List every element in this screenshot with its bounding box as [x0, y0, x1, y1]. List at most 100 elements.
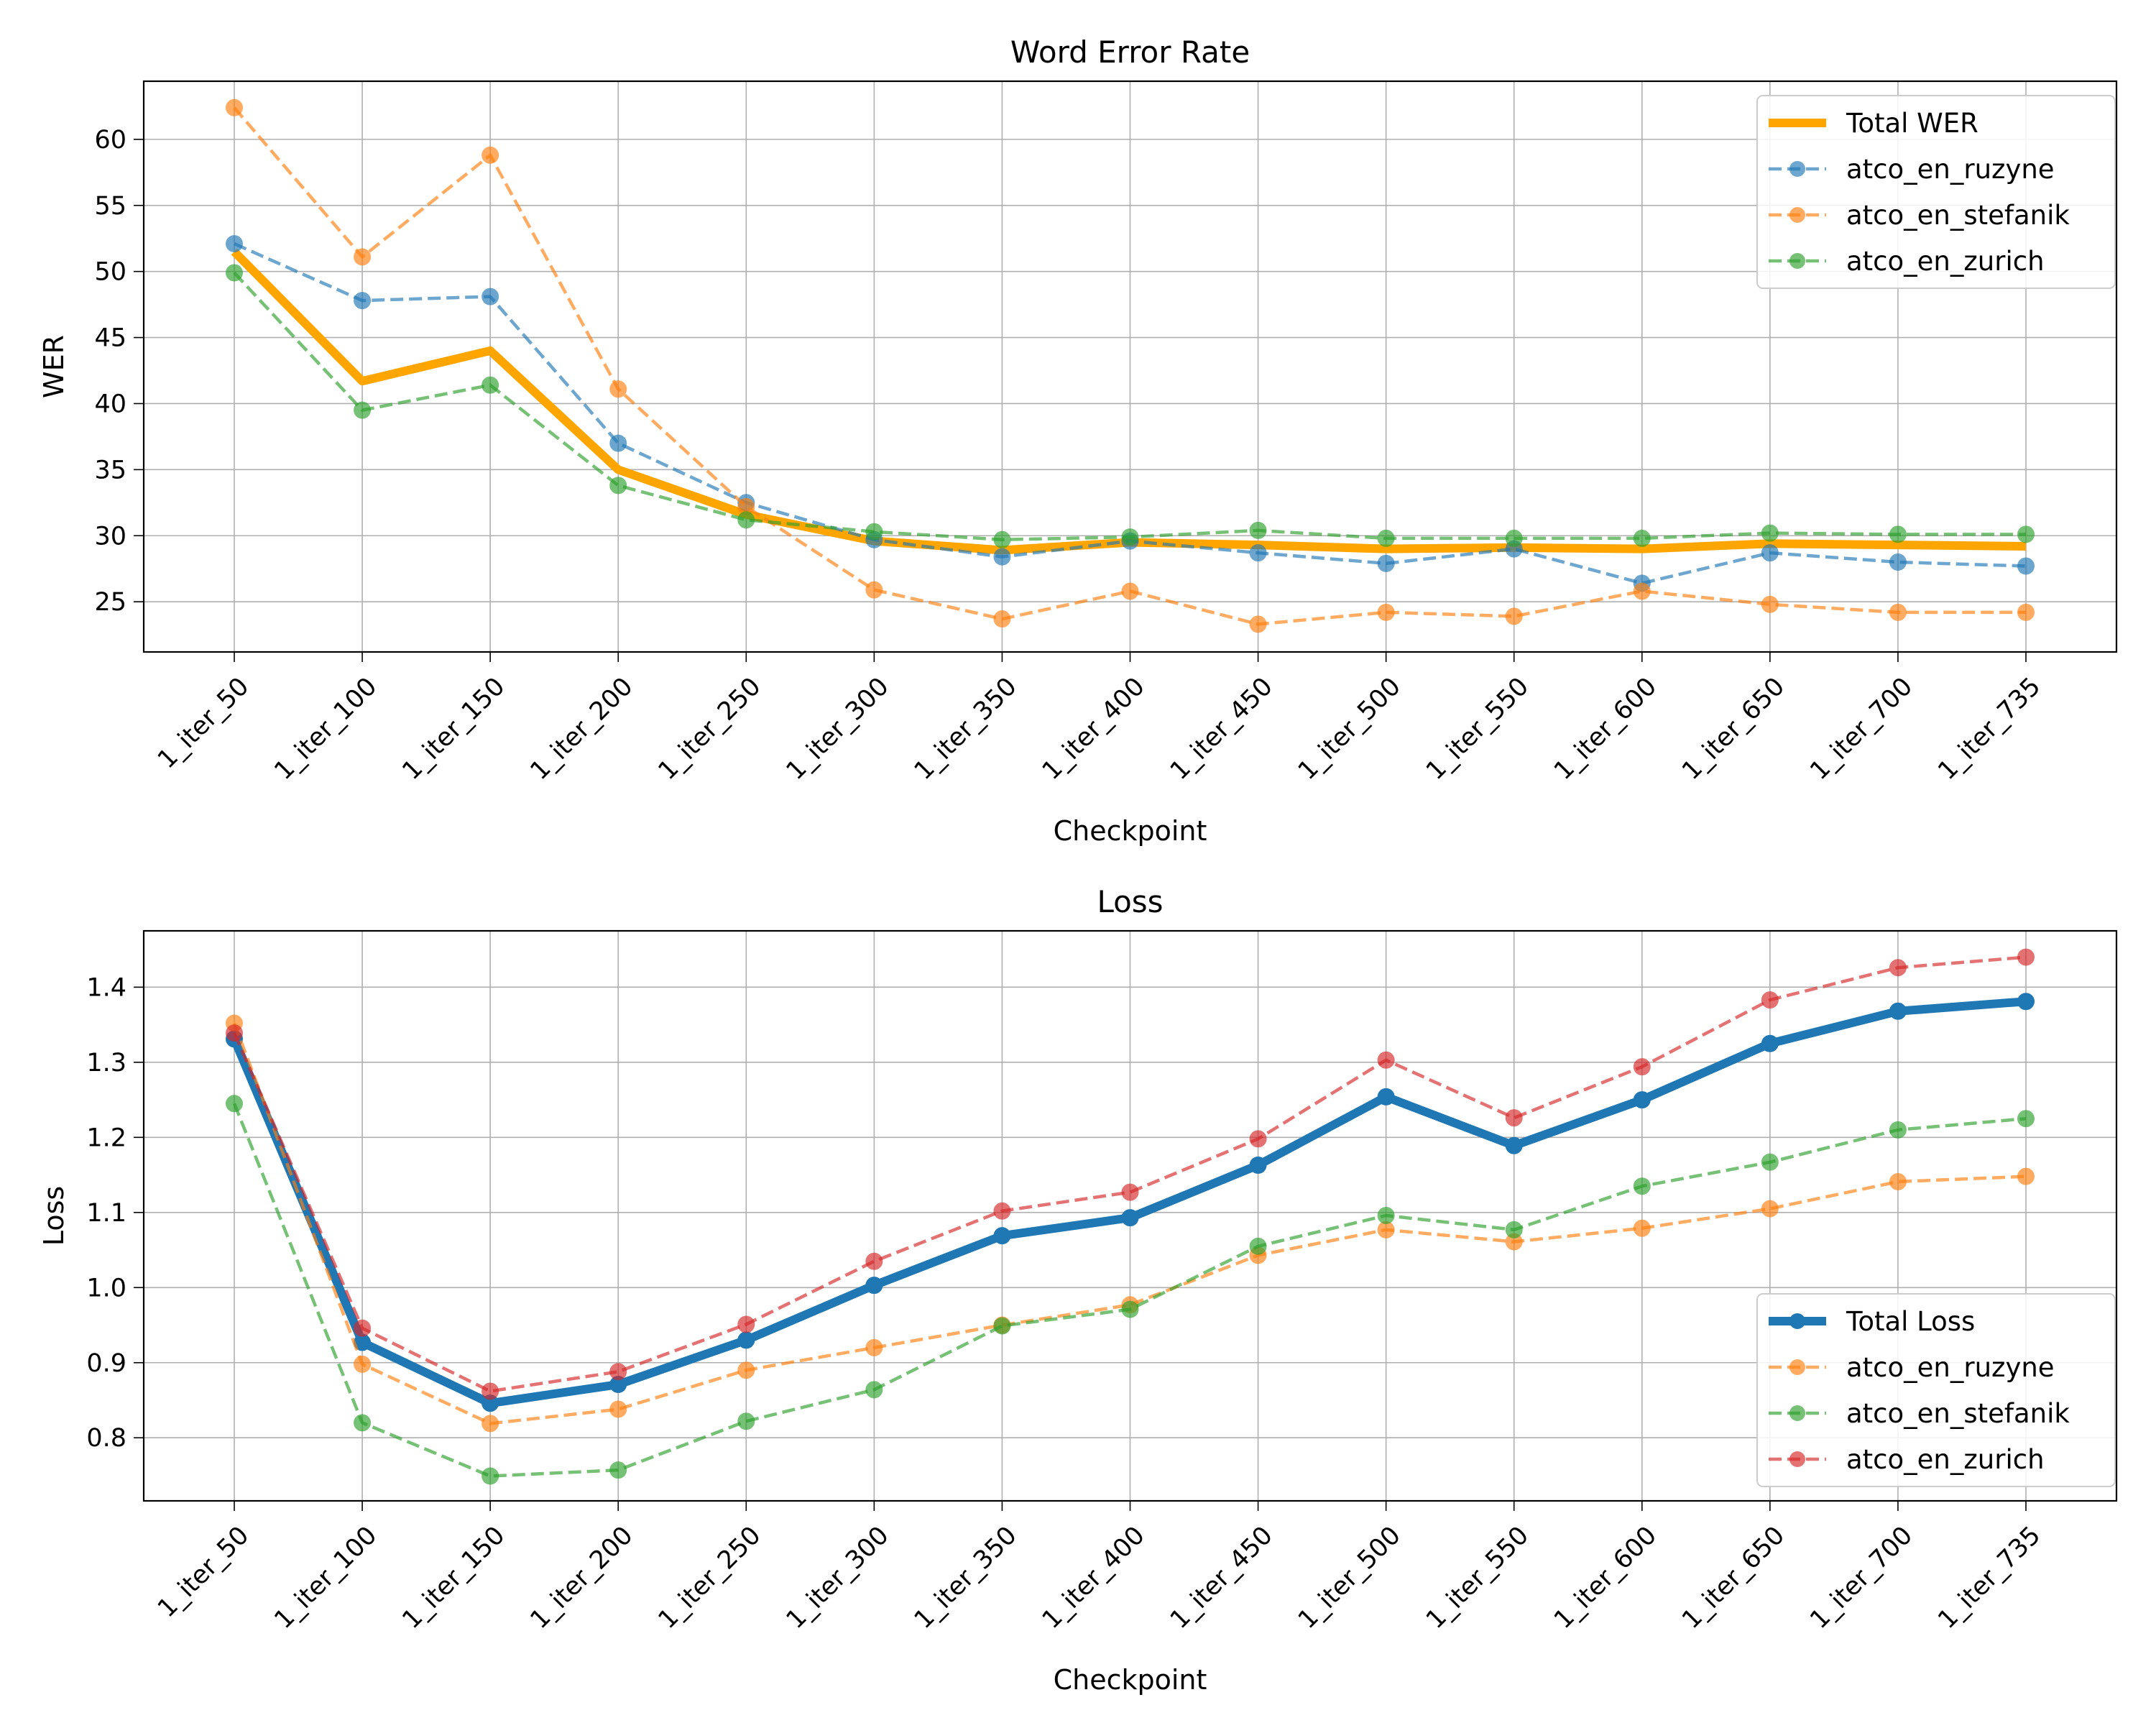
data-point [1121, 1300, 1139, 1318]
y-tick-label: 0.8 [86, 1424, 126, 1453]
x-tick-label: 1_iter_600 [1549, 1521, 1662, 1635]
legend-swatch-marker [1789, 1405, 1805, 1421]
data-point [1377, 1051, 1395, 1069]
data-point [2017, 993, 2035, 1011]
data-point [609, 380, 627, 398]
data-point [1249, 1156, 1267, 1174]
y-tick-label: 55 [94, 192, 126, 221]
wer-chart: 1_iter_50 1_iter_100 1_iter_150 1_iter_200 1… [38, 35, 2118, 847]
x-tick-label: 1_iter_300 [781, 672, 895, 786]
y-tick-label: 50 [94, 258, 126, 287]
x-tick-label: 1_iter_150 [397, 672, 511, 786]
x-tick-label: 1_iter_250 [653, 1521, 767, 1635]
data-point [609, 434, 627, 452]
axes-frame [142, 80, 2118, 653]
data-point [737, 1412, 755, 1430]
x-tick-label: 1_iter_350 [909, 672, 1023, 786]
loss-chart: 1_iter_50 1_iter_100 1_iter_150 1_iter_200 1… [38, 884, 2118, 1696]
data-point [2017, 948, 2035, 966]
x-tick-label: 1_iter_500 [1293, 1521, 1406, 1635]
data-point [1249, 615, 1267, 633]
y-tick-label: 25 [94, 588, 126, 617]
data-point [993, 1202, 1011, 1220]
chart-title: Loss [1097, 884, 1163, 919]
legend-label: atco_en_zurich [1846, 1444, 2045, 1475]
data-point [1505, 607, 1523, 625]
data-point [609, 1363, 627, 1381]
data-point [1889, 959, 1907, 977]
data-point [609, 1461, 627, 1479]
data-point [865, 1277, 883, 1295]
data-point [482, 146, 499, 164]
data-point [354, 1355, 372, 1373]
x-tick-label: 1_iter_250 [653, 672, 767, 786]
x-tick-label: 1_iter_650 [1677, 1521, 1790, 1635]
y-tick-label: 1.1 [86, 1199, 126, 1228]
data-point [1633, 1058, 1651, 1076]
x-tick-label: 1_iter_350 [909, 1521, 1023, 1635]
data-point [1121, 1209, 1139, 1227]
x-tick-label: 1_iter_100 [269, 1521, 382, 1635]
data-point [1761, 1034, 1779, 1052]
data-point [2017, 1110, 2035, 1128]
data-point [1377, 529, 1395, 547]
data-point [1633, 1219, 1651, 1237]
legend: Total WER atco_en_ruzyne atco_en_stefanika… [1756, 95, 2116, 289]
data-point [2017, 525, 2035, 543]
data-point [865, 523, 883, 541]
data-point [1121, 582, 1139, 600]
x-tick-label: 1_iter_150 [397, 1521, 511, 1635]
data-point [1249, 521, 1267, 539]
data-point [2017, 1167, 2035, 1185]
x-tick-label: 1_iter_450 [1165, 672, 1279, 786]
data-point [1633, 1091, 1651, 1109]
data-point [482, 376, 499, 394]
data-point [993, 1227, 1011, 1245]
x-tick-label: 1_iter_735 [1932, 672, 2046, 786]
data-point [993, 548, 1011, 566]
legend-box [1756, 95, 2116, 289]
data-point [1121, 528, 1139, 546]
series-line [232, 955, 2027, 1393]
x-tick-label: 1_iter_700 [1805, 672, 1918, 786]
data-point [1505, 529, 1523, 547]
data-point [226, 264, 243, 282]
legend-swatch-marker [1789, 1451, 1805, 1467]
data-point [354, 248, 372, 266]
data-point [737, 1361, 755, 1379]
y-tick-label: 35 [94, 456, 126, 484]
data-point [354, 292, 372, 310]
x-tick-label: 1_iter_700 [1805, 1521, 1918, 1635]
y-tick-label: 1.2 [86, 1123, 126, 1152]
x-tick-label: 1_iter_550 [1421, 1521, 1534, 1635]
data-point [226, 1024, 243, 1042]
x-axis-label: Checkpoint [1054, 815, 1207, 847]
series-atco-en-stefanik [226, 1095, 2035, 1485]
legend-label: atco_en_stefanik [1846, 1398, 2070, 1429]
data-point [865, 1381, 883, 1399]
x-tick-label: 1_iter_50 [152, 672, 254, 774]
data-point [609, 477, 627, 495]
y-axis-label: Loss [38, 1186, 70, 1246]
data-point [993, 610, 1011, 628]
legend-label: atco_en_ruzyne [1846, 154, 2055, 185]
series-line [232, 1022, 2027, 1425]
data-point [1889, 1002, 1907, 1020]
data-point [1889, 553, 1907, 571]
data-point [226, 1095, 243, 1113]
data-point [1633, 582, 1651, 600]
legend-label: Total WER [1846, 108, 1978, 139]
data-point [1377, 1221, 1395, 1238]
legend-label: Total Loss [1846, 1306, 1975, 1337]
x-tick-label: 1_iter_50 [152, 1521, 254, 1623]
data-point [2017, 603, 2035, 621]
data-point [1121, 1183, 1139, 1201]
data-point [482, 1382, 499, 1400]
data-point [1377, 554, 1395, 572]
data-point [609, 1400, 627, 1418]
data-point [482, 1467, 499, 1485]
legend-label: atco_en_stefanik [1846, 200, 2070, 231]
data-point [865, 1252, 883, 1270]
legend-swatch-marker [1789, 1313, 1805, 1329]
